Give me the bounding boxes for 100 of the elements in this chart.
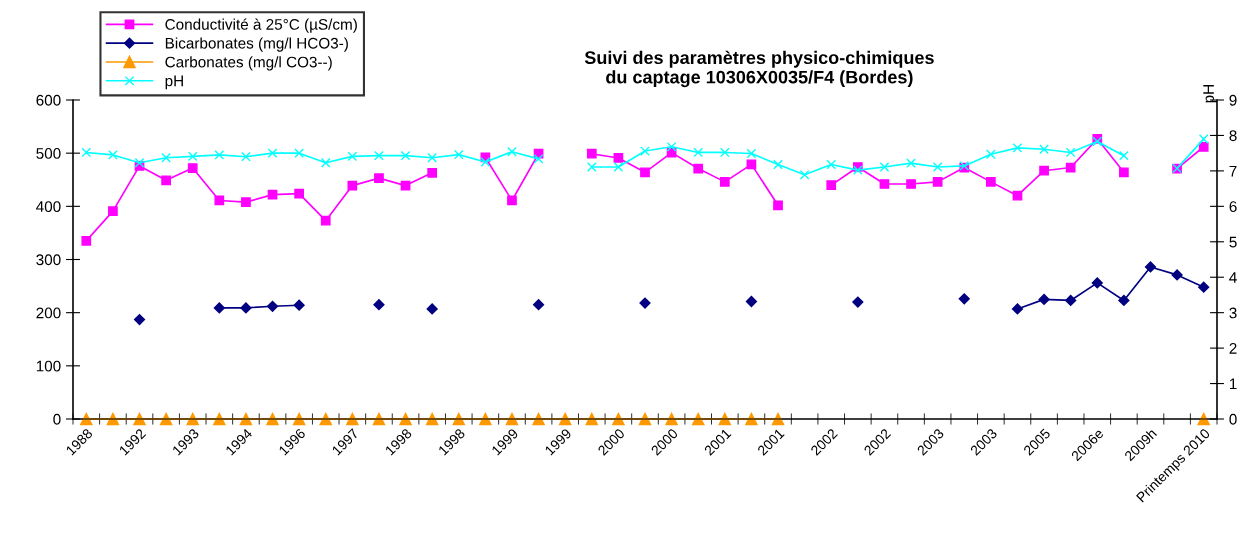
point bbox=[745, 295, 758, 308]
point bbox=[879, 162, 890, 172]
point bbox=[666, 141, 677, 152]
point bbox=[958, 293, 970, 305]
point bbox=[1065, 147, 1076, 158]
point bbox=[1039, 144, 1049, 155]
point bbox=[826, 180, 837, 190]
point bbox=[347, 180, 358, 191]
point bbox=[108, 150, 118, 160]
point bbox=[586, 162, 597, 172]
point bbox=[133, 313, 146, 326]
point bbox=[1065, 294, 1077, 307]
point bbox=[1012, 142, 1023, 153]
point bbox=[640, 167, 650, 178]
point bbox=[693, 163, 704, 174]
point bbox=[320, 157, 331, 168]
point bbox=[81, 236, 92, 246]
point bbox=[906, 158, 916, 168]
point bbox=[586, 148, 597, 159]
point bbox=[320, 215, 331, 226]
point bbox=[640, 146, 650, 156]
point bbox=[1118, 294, 1130, 307]
point bbox=[1091, 277, 1103, 289]
point bbox=[852, 165, 863, 176]
point bbox=[1171, 269, 1183, 281]
point bbox=[240, 302, 252, 314]
point bbox=[480, 157, 491, 167]
point bbox=[746, 159, 757, 170]
point bbox=[266, 300, 279, 312]
point bbox=[453, 149, 464, 160]
point bbox=[81, 147, 92, 158]
point bbox=[1198, 281, 1210, 293]
point bbox=[108, 206, 118, 216]
point bbox=[213, 302, 225, 314]
y2-tick-label: 4 bbox=[1229, 272, 1237, 283]
point bbox=[241, 151, 251, 162]
point bbox=[161, 152, 171, 163]
legend-label: pH bbox=[165, 75, 183, 90]
point bbox=[1198, 134, 1209, 144]
y2-tick-label: 0 bbox=[1229, 413, 1237, 425]
point bbox=[1065, 162, 1076, 173]
y-tick-label: 600 bbox=[36, 94, 61, 106]
point bbox=[852, 296, 864, 308]
point bbox=[773, 200, 783, 211]
point bbox=[427, 152, 438, 163]
y-tick-label: 500 bbox=[36, 148, 61, 159]
point bbox=[985, 177, 996, 187]
point bbox=[533, 153, 544, 164]
point bbox=[427, 167, 438, 178]
y2-axis-title: pH bbox=[1203, 85, 1217, 103]
legend-label: Bicarbonates (mg/l HCO3-) bbox=[165, 37, 348, 52]
y-tick-label: 300 bbox=[36, 254, 61, 266]
point bbox=[267, 148, 278, 159]
point bbox=[879, 179, 890, 189]
point bbox=[1144, 261, 1157, 273]
y2-tick-label: 9 bbox=[1229, 94, 1237, 106]
point bbox=[906, 179, 916, 189]
y2-tick-label: 7 bbox=[1229, 165, 1237, 177]
point bbox=[426, 303, 438, 315]
y2-tick-label: 2 bbox=[1229, 342, 1237, 354]
y2-tick-label: 1 bbox=[1229, 378, 1237, 390]
point bbox=[1198, 141, 1209, 152]
point bbox=[294, 148, 305, 159]
point bbox=[507, 146, 517, 157]
point bbox=[1039, 165, 1049, 176]
y2-tick-label: 5 bbox=[1229, 236, 1237, 248]
point bbox=[374, 173, 384, 184]
point bbox=[932, 177, 943, 187]
point bbox=[214, 150, 225, 160]
point bbox=[347, 151, 358, 162]
y-tick-label: 400 bbox=[36, 201, 61, 213]
point bbox=[613, 162, 624, 172]
point bbox=[613, 153, 624, 163]
point bbox=[985, 149, 996, 160]
point bbox=[719, 147, 730, 158]
point bbox=[293, 299, 305, 311]
legend-label: Carbonates (mg/l CO3--) bbox=[165, 56, 332, 71]
point bbox=[507, 195, 517, 206]
point bbox=[374, 150, 384, 161]
point bbox=[1011, 303, 1024, 315]
point bbox=[214, 195, 225, 206]
point bbox=[693, 147, 704, 158]
y-tick-label: 0 bbox=[53, 413, 61, 425]
y-tick-label: 200 bbox=[36, 307, 61, 319]
y2-tick-label: 8 bbox=[1229, 130, 1237, 142]
point bbox=[799, 169, 810, 180]
point bbox=[532, 299, 545, 311]
y-tick-label: 100 bbox=[36, 360, 61, 372]
point bbox=[1012, 190, 1023, 201]
point bbox=[294, 188, 305, 199]
chart-title: Suivi des paramètres physico-chimiques du captage 10306X0035/F4 (Bordes) bbox=[584, 50, 934, 88]
point bbox=[241, 197, 251, 207]
point bbox=[719, 177, 730, 187]
y2-tick-label: 3 bbox=[1229, 307, 1237, 319]
point bbox=[187, 163, 198, 173]
point bbox=[746, 148, 757, 159]
point bbox=[373, 299, 385, 311]
point bbox=[134, 157, 145, 168]
legend-label: Conductivité à 25°C (µS/cm) bbox=[165, 18, 357, 33]
point bbox=[932, 162, 943, 172]
